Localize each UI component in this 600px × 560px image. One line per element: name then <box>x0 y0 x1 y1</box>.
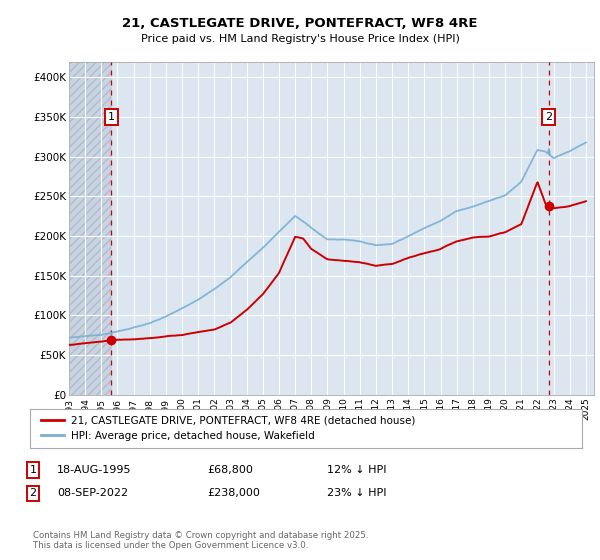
Text: £238,000: £238,000 <box>207 488 260 498</box>
Text: 1: 1 <box>108 112 115 122</box>
Text: 2: 2 <box>29 488 37 498</box>
Text: 23% ↓ HPI: 23% ↓ HPI <box>327 488 386 498</box>
Text: 21, CASTLEGATE DRIVE, PONTEFRACT, WF8 4RE: 21, CASTLEGATE DRIVE, PONTEFRACT, WF8 4R… <box>122 17 478 30</box>
Text: £68,800: £68,800 <box>207 465 253 475</box>
Legend: 21, CASTLEGATE DRIVE, PONTEFRACT, WF8 4RE (detached house), HPI: Average price, : 21, CASTLEGATE DRIVE, PONTEFRACT, WF8 4R… <box>35 409 421 447</box>
Text: 08-SEP-2022: 08-SEP-2022 <box>57 488 128 498</box>
Text: 12% ↓ HPI: 12% ↓ HPI <box>327 465 386 475</box>
Text: Price paid vs. HM Land Registry's House Price Index (HPI): Price paid vs. HM Land Registry's House … <box>140 34 460 44</box>
Text: 2: 2 <box>545 112 552 122</box>
Text: Contains HM Land Registry data © Crown copyright and database right 2025.
This d: Contains HM Land Registry data © Crown c… <box>33 531 368 550</box>
Text: 18-AUG-1995: 18-AUG-1995 <box>57 465 131 475</box>
Text: 1: 1 <box>29 465 37 475</box>
Polygon shape <box>69 62 112 395</box>
